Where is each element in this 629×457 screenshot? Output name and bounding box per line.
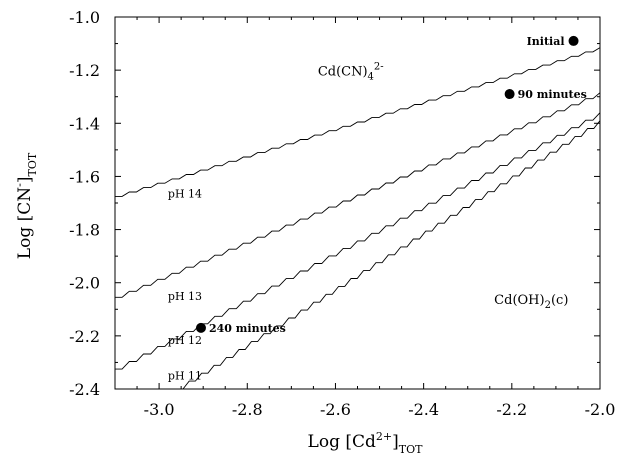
series-label: pH 14 bbox=[168, 188, 202, 201]
x-tick-label: -2.2 bbox=[496, 400, 527, 419]
series-line bbox=[115, 47, 600, 197]
y-tick-label: -1.4 bbox=[69, 114, 100, 133]
y-tick-label: -2.2 bbox=[69, 327, 100, 346]
axis-ticks: -3.0 -2.8 -2.6 -2.4 -2.2 -2.0 -1.0 -1.2 -1.4 -1.6… bbox=[69, 8, 615, 419]
data-point bbox=[568, 35, 579, 46]
series-line bbox=[115, 112, 600, 370]
annotations: pH 14 pH 13 pH 12 pH 11 Initial 90 minutes 240… bbox=[168, 35, 587, 383]
point-label: 90 minutes bbox=[518, 88, 587, 101]
point-label: Initial bbox=[527, 35, 565, 48]
y-tick-label: -1.2 bbox=[69, 61, 100, 80]
series-label: pH 12 bbox=[168, 334, 202, 347]
x-axis-title: Log [Cd2+]TOT bbox=[308, 430, 424, 456]
series-label: pH 13 bbox=[168, 290, 202, 303]
series-line bbox=[115, 92, 600, 298]
region-label: Cd(CN)42- bbox=[318, 61, 384, 82]
y-tick-label: -1.0 bbox=[69, 8, 100, 27]
region-label: Cd(OH)2(c) bbox=[494, 293, 568, 311]
x-tick-label: -3.0 bbox=[144, 400, 175, 419]
point-label: 240 minutes bbox=[209, 322, 286, 335]
x-tick-label: -2.6 bbox=[320, 400, 351, 419]
y-tick-label: -1.6 bbox=[69, 167, 100, 186]
x-tick-label: -2.0 bbox=[585, 400, 616, 419]
y-axis-title: Log [CN-]TOT bbox=[13, 152, 39, 259]
x-tick-label: -2.8 bbox=[232, 400, 263, 419]
series-label: pH 11 bbox=[168, 370, 202, 383]
y-tick-label: -2.0 bbox=[69, 274, 100, 293]
x-tick-label: -2.4 bbox=[408, 400, 439, 419]
y-tick-label: -1.8 bbox=[69, 221, 100, 240]
series-lines bbox=[115, 47, 600, 389]
series-line bbox=[176, 120, 600, 389]
y-tick-label: -2.4 bbox=[69, 380, 100, 399]
data-point bbox=[504, 89, 515, 100]
data-point bbox=[195, 322, 206, 333]
